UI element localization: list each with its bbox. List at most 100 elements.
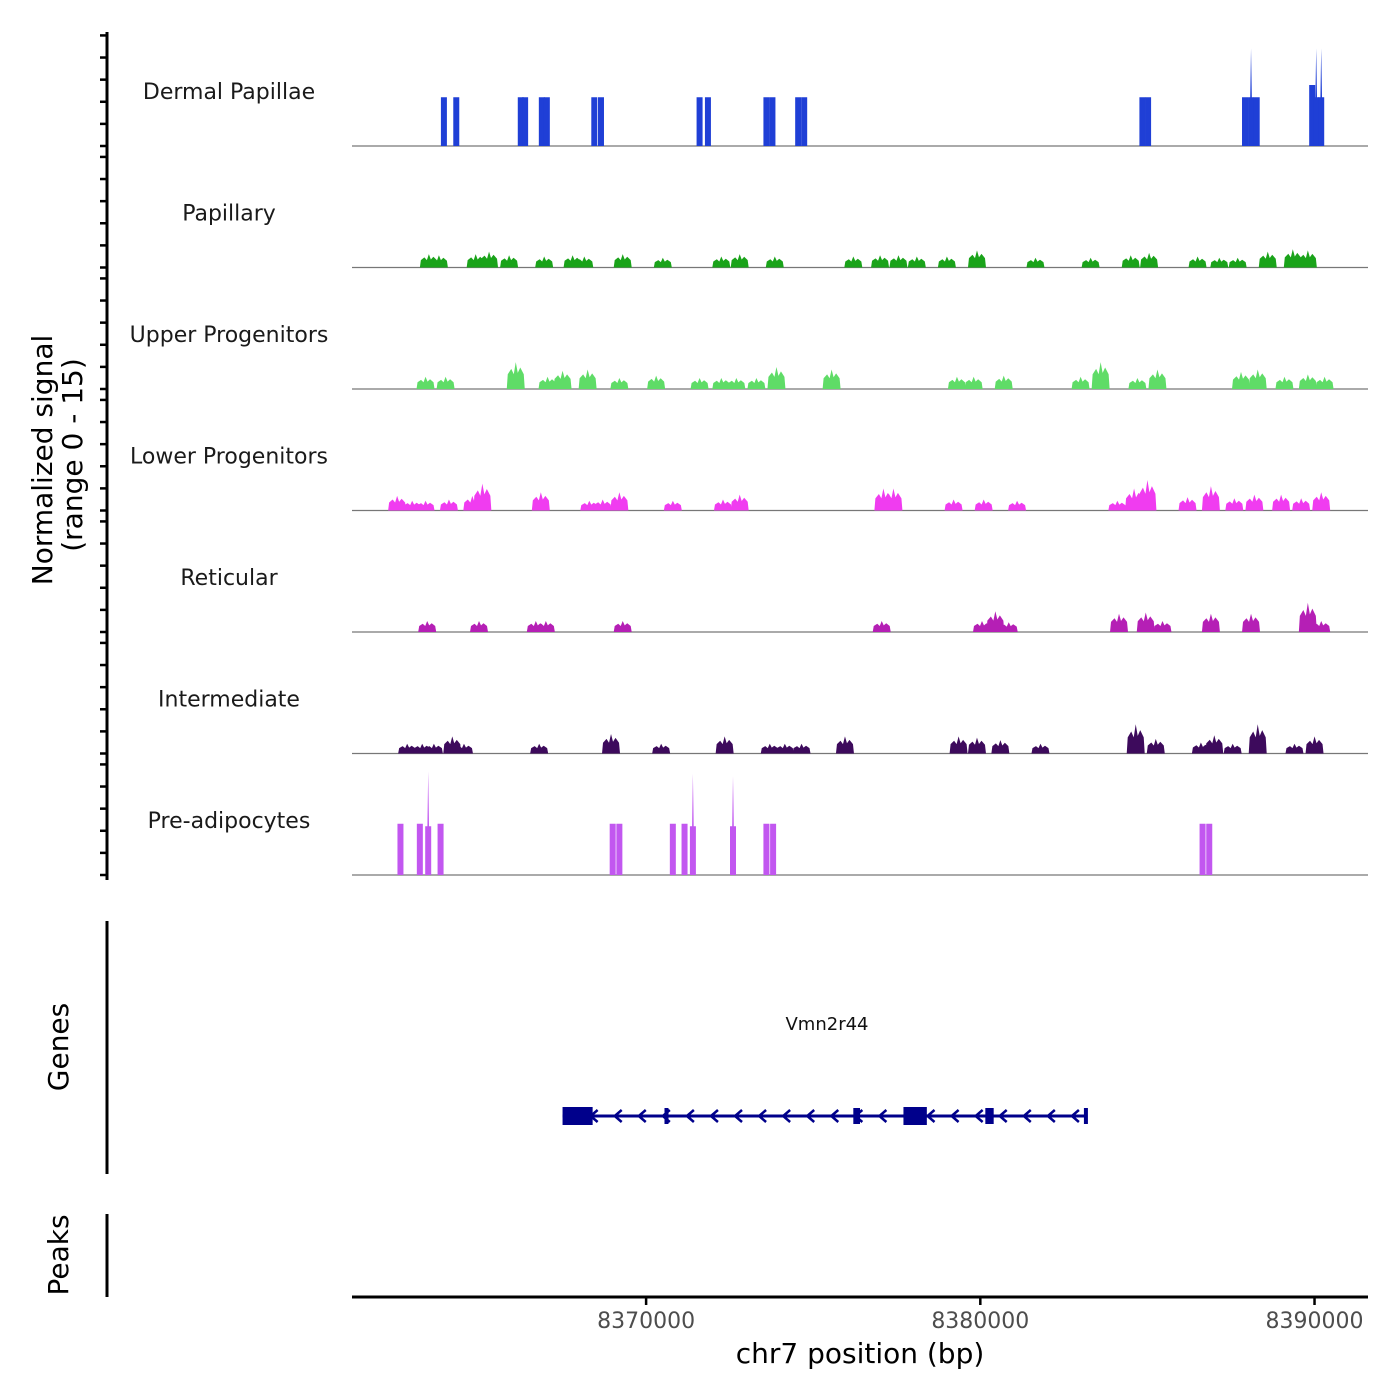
coverage-peak <box>1298 250 1317 268</box>
coverage-peak <box>689 773 696 875</box>
coverage-peak <box>1283 249 1302 268</box>
coverage-peak <box>591 97 598 146</box>
coverage-peak <box>610 378 629 389</box>
strand-arrow <box>757 1109 767 1123</box>
gene-exon <box>562 1107 593 1125</box>
x-axis-ticks: 8370000 8380000 8390000 <box>597 1297 1364 1334</box>
coverage-peak <box>844 256 863 268</box>
coverage-peak <box>398 743 417 754</box>
coverage-peak <box>1108 500 1127 511</box>
coverage-peak <box>1178 497 1197 511</box>
coverage-peak <box>1125 488 1144 511</box>
coverage-peak <box>1210 257 1229 268</box>
track-lower-progenitors: Lower Progenitors <box>130 445 1368 512</box>
coverage-peak <box>1228 257 1247 268</box>
coverage-peak <box>500 255 519 268</box>
coverage-peak <box>580 500 599 511</box>
strand-arrow <box>877 1109 888 1123</box>
coverage-peak <box>1140 252 1159 268</box>
coverage-peak <box>763 823 770 875</box>
strand-arrow <box>1069 1109 1080 1123</box>
track-dermal-papillae: Dermal Papillae <box>143 48 1368 147</box>
coverage-peak <box>964 376 983 389</box>
gene-exon <box>664 1108 669 1124</box>
coverage-peak <box>1128 378 1147 389</box>
coverage-peak <box>991 740 1010 754</box>
coverage-peak <box>765 256 784 268</box>
coverage-peak <box>553 370 572 389</box>
coverage-peak <box>1191 742 1210 754</box>
track-label: Lower Progenitors <box>130 445 328 470</box>
coverage-peak <box>1138 480 1157 511</box>
coverage-peak <box>907 256 926 268</box>
coverage-peak <box>424 743 443 754</box>
coverage-peak <box>1313 48 1320 146</box>
coverage-peak <box>388 495 407 511</box>
strand-arrow <box>805 1109 816 1123</box>
coverage-peak <box>1008 500 1027 511</box>
coverage-peak <box>602 733 621 754</box>
coverage-peak <box>1258 251 1277 268</box>
coverage-peak <box>418 621 437 632</box>
coverage-peak <box>610 492 629 511</box>
coverage-peak <box>1136 612 1155 632</box>
coverage-peak <box>480 251 499 268</box>
strand-arrow <box>733 1109 743 1123</box>
strand-arrow <box>684 1109 695 1123</box>
coverage-peak <box>712 378 731 389</box>
coverage-peak <box>681 823 688 875</box>
coverage-peak <box>437 823 444 875</box>
coverage-peak <box>967 737 986 754</box>
track-label: Intermediate <box>158 688 300 713</box>
coverage-peak <box>439 499 458 511</box>
coverage-peak <box>1188 256 1207 268</box>
track-label: Papillary <box>182 202 276 227</box>
strand-arrow <box>997 1109 1008 1123</box>
coverage-peak <box>730 776 736 875</box>
track-intermediate: Intermediate <box>158 688 1368 755</box>
coverage-peak <box>747 378 766 389</box>
coverage-peak <box>994 375 1013 389</box>
coverage-peak <box>1242 613 1261 632</box>
coverage-peak <box>609 823 616 875</box>
coverage-peak <box>822 369 841 389</box>
coverage-peak <box>647 375 666 389</box>
coverage-peak <box>536 621 555 632</box>
coverage-peak <box>730 254 749 268</box>
coverage-peak <box>436 376 455 389</box>
coverage-peak <box>1206 823 1213 875</box>
coverage-peak <box>1146 738 1165 754</box>
coverage-peak <box>1071 376 1090 389</box>
strand-arrow <box>781 1109 791 1123</box>
coverage-peak <box>1298 374 1317 389</box>
coverage-peak <box>416 376 435 389</box>
coverage-peak <box>763 97 770 146</box>
gene-exon <box>903 1107 927 1125</box>
x-axis-title: chr7 position (bp) <box>736 1337 985 1370</box>
coverage-peak <box>835 736 854 754</box>
coverage-peak <box>616 823 623 875</box>
coverage-peak <box>872 621 891 632</box>
coverage-tracks: Dermal Papillae Papillary Upper Progenitor… <box>130 48 1368 876</box>
coverage-peak <box>454 743 473 754</box>
coverage-peak <box>1312 492 1331 511</box>
y-axis-label-line1: Normalized signal <box>26 335 59 586</box>
coverage-peak <box>1199 823 1206 875</box>
genes-panel-label: Genes <box>42 1003 75 1091</box>
coverage-peak <box>531 492 550 511</box>
coverage-peak <box>1153 621 1172 632</box>
coverage-peak <box>578 369 597 389</box>
coverage-peak <box>538 97 545 146</box>
coverage-peak <box>1121 255 1140 268</box>
coverage-peak <box>889 255 908 268</box>
gene-name-label: Vmn2r44 <box>785 1014 868 1035</box>
gene-exon <box>1083 1108 1088 1124</box>
coverage-peak <box>792 743 811 754</box>
coverage-peak <box>767 367 786 389</box>
coverage-peak <box>473 483 492 511</box>
strand-arrow <box>973 1109 984 1123</box>
coverage-peak <box>543 97 550 146</box>
coverage-peak <box>653 257 672 268</box>
coverage-peak <box>466 254 485 268</box>
coverage-peak <box>593 499 612 511</box>
